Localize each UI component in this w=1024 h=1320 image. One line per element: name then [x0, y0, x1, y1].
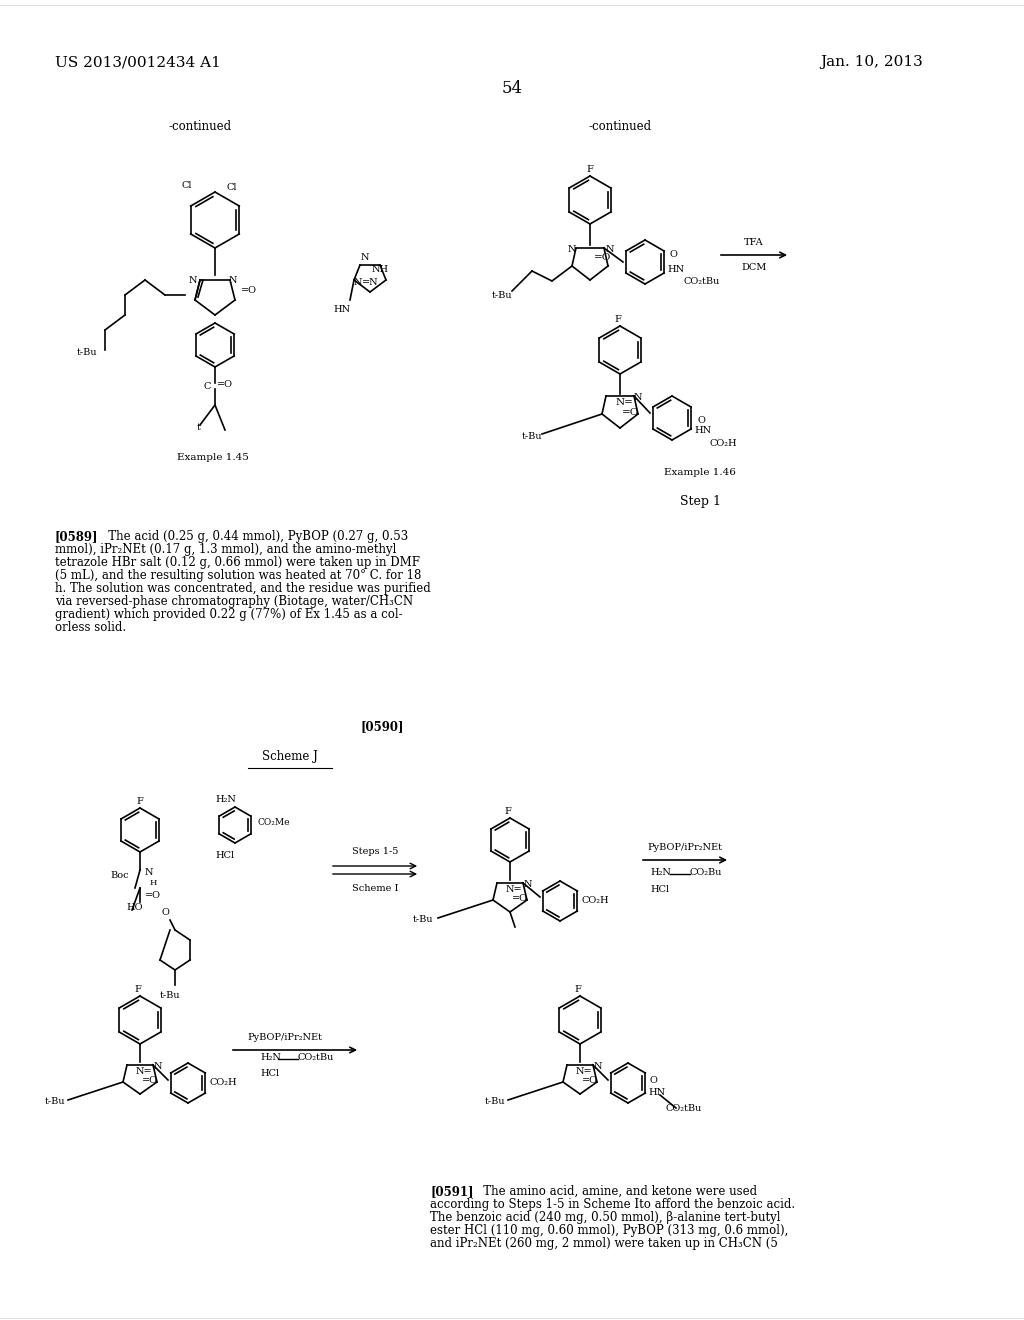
Text: CO₂H: CO₂H — [582, 896, 609, 906]
Text: N: N — [568, 246, 577, 253]
Text: DCM: DCM — [741, 263, 767, 272]
Text: N=: N= — [616, 399, 634, 407]
Text: N: N — [634, 393, 642, 403]
Text: t-Bu: t-Bu — [45, 1097, 66, 1106]
Text: t-Bu: t-Bu — [485, 1097, 506, 1106]
Text: F: F — [134, 985, 141, 994]
Text: t-Bu: t-Bu — [492, 290, 513, 300]
Text: [0591]: [0591] — [430, 1185, 473, 1199]
Text: HN: HN — [667, 265, 684, 275]
Text: N: N — [594, 1063, 602, 1071]
Text: CO₂tBu: CO₂tBu — [298, 1053, 335, 1063]
Text: t-Bu: t-Bu — [77, 348, 97, 356]
Text: HN: HN — [334, 305, 350, 314]
Text: N=: N= — [136, 1067, 153, 1076]
Text: O: O — [670, 249, 678, 259]
Text: HN: HN — [648, 1088, 666, 1097]
Text: =O: =O — [582, 1076, 598, 1085]
Text: N=: N= — [506, 884, 522, 894]
Text: orless solid.: orless solid. — [55, 620, 126, 634]
Text: Step 1: Step 1 — [680, 495, 721, 508]
Text: Cl: Cl — [181, 181, 193, 190]
Text: N: N — [360, 253, 370, 261]
Text: h. The solution was concentrated, and the residue was purified: h. The solution was concentrated, and th… — [55, 582, 431, 595]
Text: O: O — [697, 416, 705, 425]
Text: O: O — [650, 1076, 657, 1085]
Text: H₂N: H₂N — [215, 795, 236, 804]
Text: [0589]: [0589] — [55, 531, 98, 543]
Text: F: F — [587, 165, 594, 174]
Text: =O: =O — [142, 1076, 158, 1085]
Text: N: N — [524, 880, 532, 888]
Text: N: N — [154, 1063, 163, 1071]
Text: =O: =O — [512, 894, 528, 903]
Text: N: N — [606, 246, 614, 253]
Text: and iPr₂NEt (260 mg, 2 mmol) were taken up in CH₃CN (5: and iPr₂NEt (260 mg, 2 mmol) were taken … — [430, 1237, 778, 1250]
Text: -continued: -continued — [168, 120, 231, 133]
Text: t-Bu: t-Bu — [160, 991, 180, 1001]
Text: F: F — [574, 985, 582, 994]
Text: =O: =O — [217, 380, 233, 389]
Text: NH: NH — [372, 265, 388, 275]
Text: C: C — [204, 381, 211, 391]
Text: Jan. 10, 2013: Jan. 10, 2013 — [820, 55, 923, 69]
Text: Scheme J: Scheme J — [262, 750, 317, 763]
Text: CO₂tBu: CO₂tBu — [683, 277, 720, 286]
Text: t: t — [197, 422, 201, 432]
Text: N: N — [188, 276, 198, 285]
Text: Example 1.46: Example 1.46 — [664, 469, 736, 477]
Text: CO₂Me: CO₂Me — [257, 818, 290, 828]
Text: -continued: -continued — [589, 120, 651, 133]
Text: Cl: Cl — [226, 183, 237, 191]
Text: H₂N: H₂N — [650, 869, 671, 876]
Text: =N: =N — [361, 279, 378, 286]
Text: =O: =O — [241, 286, 257, 294]
Text: The benzoic acid (240 mg, 0.50 mmol), β-alanine tert-butyl: The benzoic acid (240 mg, 0.50 mmol), β-… — [430, 1210, 780, 1224]
Text: [0590]: [0590] — [360, 719, 403, 733]
Text: F: F — [136, 797, 143, 807]
Text: N: N — [353, 279, 362, 286]
Text: N: N — [228, 276, 238, 285]
Text: via reversed-phase chromatography (Biotage, water/CH₃CN: via reversed-phase chromatography (Biota… — [55, 595, 413, 609]
Text: CO₂tBu: CO₂tBu — [666, 1104, 702, 1113]
Text: PyBOP/iPr₂NEt: PyBOP/iPr₂NEt — [248, 1034, 323, 1041]
Text: =O: =O — [622, 408, 639, 417]
Text: Steps 1-5: Steps 1-5 — [352, 847, 398, 855]
Text: HO: HO — [126, 903, 142, 912]
Text: HCl: HCl — [650, 884, 670, 894]
Text: The acid (0.25 g, 0.44 mmol), PyBOP (0.27 g, 0.53: The acid (0.25 g, 0.44 mmol), PyBOP (0.2… — [97, 531, 409, 543]
Text: =O: =O — [145, 891, 161, 900]
Text: HCl: HCl — [215, 851, 234, 861]
Text: t-Bu: t-Bu — [522, 432, 543, 441]
Text: TFA: TFA — [744, 238, 764, 247]
Text: H: H — [150, 879, 158, 887]
Text: mmol), iPr₂NEt (0.17 g, 1.3 mmol), and the amino-methyl: mmol), iPr₂NEt (0.17 g, 1.3 mmol), and t… — [55, 543, 396, 556]
Text: CO₂H: CO₂H — [210, 1078, 238, 1086]
Text: Scheme I: Scheme I — [352, 884, 398, 894]
Text: HCl: HCl — [260, 1069, 280, 1078]
Text: F: F — [614, 315, 622, 323]
Text: PyBOP/iPr₂NEt: PyBOP/iPr₂NEt — [647, 843, 723, 851]
Text: US 2013/0012434 A1: US 2013/0012434 A1 — [55, 55, 221, 69]
Text: HN: HN — [694, 426, 711, 436]
Text: gradient) which provided 0.22 g (77%) of Ex 1.45 as a col-: gradient) which provided 0.22 g (77%) of… — [55, 609, 402, 620]
Text: N: N — [145, 869, 154, 876]
Text: O: O — [161, 908, 169, 917]
Text: CO₂H: CO₂H — [710, 440, 737, 447]
Text: N=: N= — [575, 1067, 593, 1076]
Text: H₂N: H₂N — [260, 1053, 281, 1063]
Text: (5 mL), and the resulting solution was heated at 70° C. for 18: (5 mL), and the resulting solution was h… — [55, 569, 421, 582]
Text: 54: 54 — [502, 81, 522, 96]
Text: =O: =O — [594, 253, 611, 261]
Text: F: F — [505, 807, 511, 816]
Text: t-Bu: t-Bu — [413, 915, 433, 924]
Text: ester HCl (110 mg, 0.60 mmol), PyBOP (313 mg, 0.6 mmol),: ester HCl (110 mg, 0.60 mmol), PyBOP (31… — [430, 1224, 788, 1237]
Text: Example 1.45: Example 1.45 — [177, 453, 249, 462]
Text: The amino acid, amine, and ketone were used: The amino acid, amine, and ketone were u… — [472, 1185, 757, 1199]
Text: tetrazole HBr salt (0.12 g, 0.66 mmol) were taken up in DMF: tetrazole HBr salt (0.12 g, 0.66 mmol) w… — [55, 556, 420, 569]
Text: CO₂Bu: CO₂Bu — [690, 869, 723, 876]
Text: Boc: Boc — [110, 871, 129, 880]
Text: according to Steps 1-5 in Scheme Ito afford the benzoic acid.: according to Steps 1-5 in Scheme Ito aff… — [430, 1199, 795, 1210]
